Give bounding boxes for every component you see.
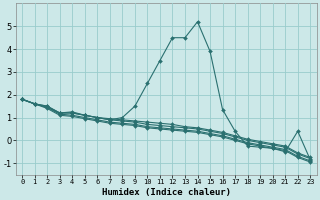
X-axis label: Humidex (Indice chaleur): Humidex (Indice chaleur) <box>102 188 231 197</box>
